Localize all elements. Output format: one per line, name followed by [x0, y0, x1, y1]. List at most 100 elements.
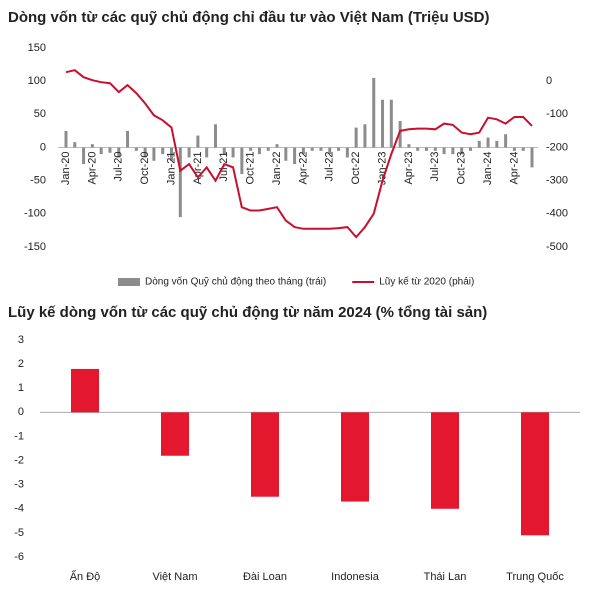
y-tick-label: 0: [40, 141, 46, 153]
bar: [442, 147, 446, 155]
bar: [90, 144, 94, 148]
bar: [424, 147, 428, 151]
x-tick-label: Jan-21: [165, 152, 177, 186]
x-tick-label: Đài Loan: [243, 571, 287, 583]
y-tick-label: 50: [34, 108, 46, 120]
bar: [345, 147, 349, 158]
bar: [213, 124, 217, 148]
bar: [161, 147, 165, 155]
bar: [231, 147, 235, 158]
y-tick-label: 100: [28, 75, 46, 87]
y-tick-label: -2: [14, 454, 24, 466]
y-tick-label: -3: [14, 479, 24, 491]
bar: [416, 147, 420, 151]
x-tick-label: Apr-24: [508, 152, 520, 185]
x-tick-label: Jan-22: [271, 152, 283, 186]
bar: [251, 412, 279, 497]
bar: [205, 147, 209, 158]
bar: [431, 412, 459, 509]
bar: [170, 147, 174, 161]
bar: [196, 135, 200, 148]
x-tick-label: Thái Lan: [424, 571, 467, 583]
y-tick-label: -1: [14, 430, 24, 442]
bar: [521, 412, 549, 536]
bar: [433, 147, 437, 151]
bar: [477, 140, 481, 148]
y-tick-label: 3: [18, 334, 24, 346]
y-tick-label: 150: [28, 42, 46, 54]
x-tick-label: Việt Nam: [152, 571, 197, 583]
bar: [354, 127, 358, 148]
bar: [187, 147, 191, 158]
x-tick-label: Trung Quốc: [506, 571, 564, 583]
bar: [249, 147, 253, 151]
bar: [108, 147, 112, 153]
bar: [257, 147, 261, 155]
x-tick-label: Jan-24: [482, 151, 494, 185]
x-tick-label: Apr-20: [86, 152, 98, 185]
y2-tick-label: -400: [546, 208, 568, 220]
bar: [530, 147, 534, 168]
bar: [284, 147, 288, 161]
legend-label: Lũy kế từ 2020 (phải): [379, 276, 474, 288]
x-tick-label: Ấn Độ: [70, 570, 101, 583]
line: [65, 69, 533, 239]
bar: [99, 147, 103, 155]
legend-label: Dòng vốn Quỹ chủ động theo tháng (trái): [145, 276, 326, 288]
x-tick-label: Oct-21: [245, 152, 257, 185]
bar: [82, 147, 86, 165]
bar: [134, 147, 138, 151]
x-tick-label: Jul-20: [113, 152, 125, 182]
bar: [71, 368, 99, 413]
bar: [398, 120, 402, 148]
x-tick-label: Apr-22: [297, 152, 309, 185]
bar: [486, 137, 490, 148]
bar: [222, 147, 226, 155]
bar: [319, 147, 323, 151]
bar: [293, 147, 297, 165]
bar: [389, 99, 393, 148]
bar: [468, 147, 472, 151]
y2-tick-label: 0: [546, 75, 552, 87]
y-tick-label: 0: [18, 406, 24, 418]
x-tick-label: Apr-23: [403, 152, 415, 185]
y-tick-label: -150: [24, 241, 46, 253]
bar: [512, 147, 516, 151]
x-tick-label: Jan-23: [376, 152, 388, 186]
y2-tick-label: -500: [546, 241, 568, 253]
x-tick-label: Oct-22: [350, 152, 362, 185]
x-tick-label: Oct-23: [456, 152, 468, 185]
bar: [301, 147, 305, 155]
bar: [363, 124, 367, 148]
x-tick-label: Jul-23: [429, 152, 441, 182]
bar: [341, 412, 369, 502]
y2-tick-label: -100: [546, 108, 568, 120]
bar: [504, 134, 508, 148]
y-tick-label: -6: [14, 551, 24, 563]
bar: [240, 147, 244, 175]
x-tick-label: Jul-21: [218, 152, 230, 182]
bar: [451, 147, 455, 155]
bar: [178, 147, 182, 218]
x-tick-label: Jan-20: [60, 152, 72, 186]
bar: [521, 147, 525, 151]
bar: [328, 147, 332, 155]
x-tick-label: Oct-20: [139, 152, 151, 185]
y-tick-label: -4: [14, 503, 24, 515]
bar: [152, 147, 156, 161]
bar: [73, 142, 77, 148]
bar: [275, 144, 279, 148]
bar: [381, 99, 385, 148]
chart-title: Lũy kế dòng vốn từ các quỹ chủ động từ n…: [8, 304, 487, 321]
bar: [117, 147, 121, 158]
bar: [161, 412, 189, 456]
y-tick-label: 2: [18, 358, 24, 370]
y-tick-label: 1: [18, 382, 24, 394]
bar: [337, 147, 341, 151]
y-tick-label: -50: [30, 175, 46, 187]
bar: [460, 147, 464, 155]
y2-tick-label: -300: [546, 175, 568, 187]
x-tick-label: Indonesia: [331, 571, 380, 583]
x-tick-label: Jul-22: [324, 152, 336, 182]
